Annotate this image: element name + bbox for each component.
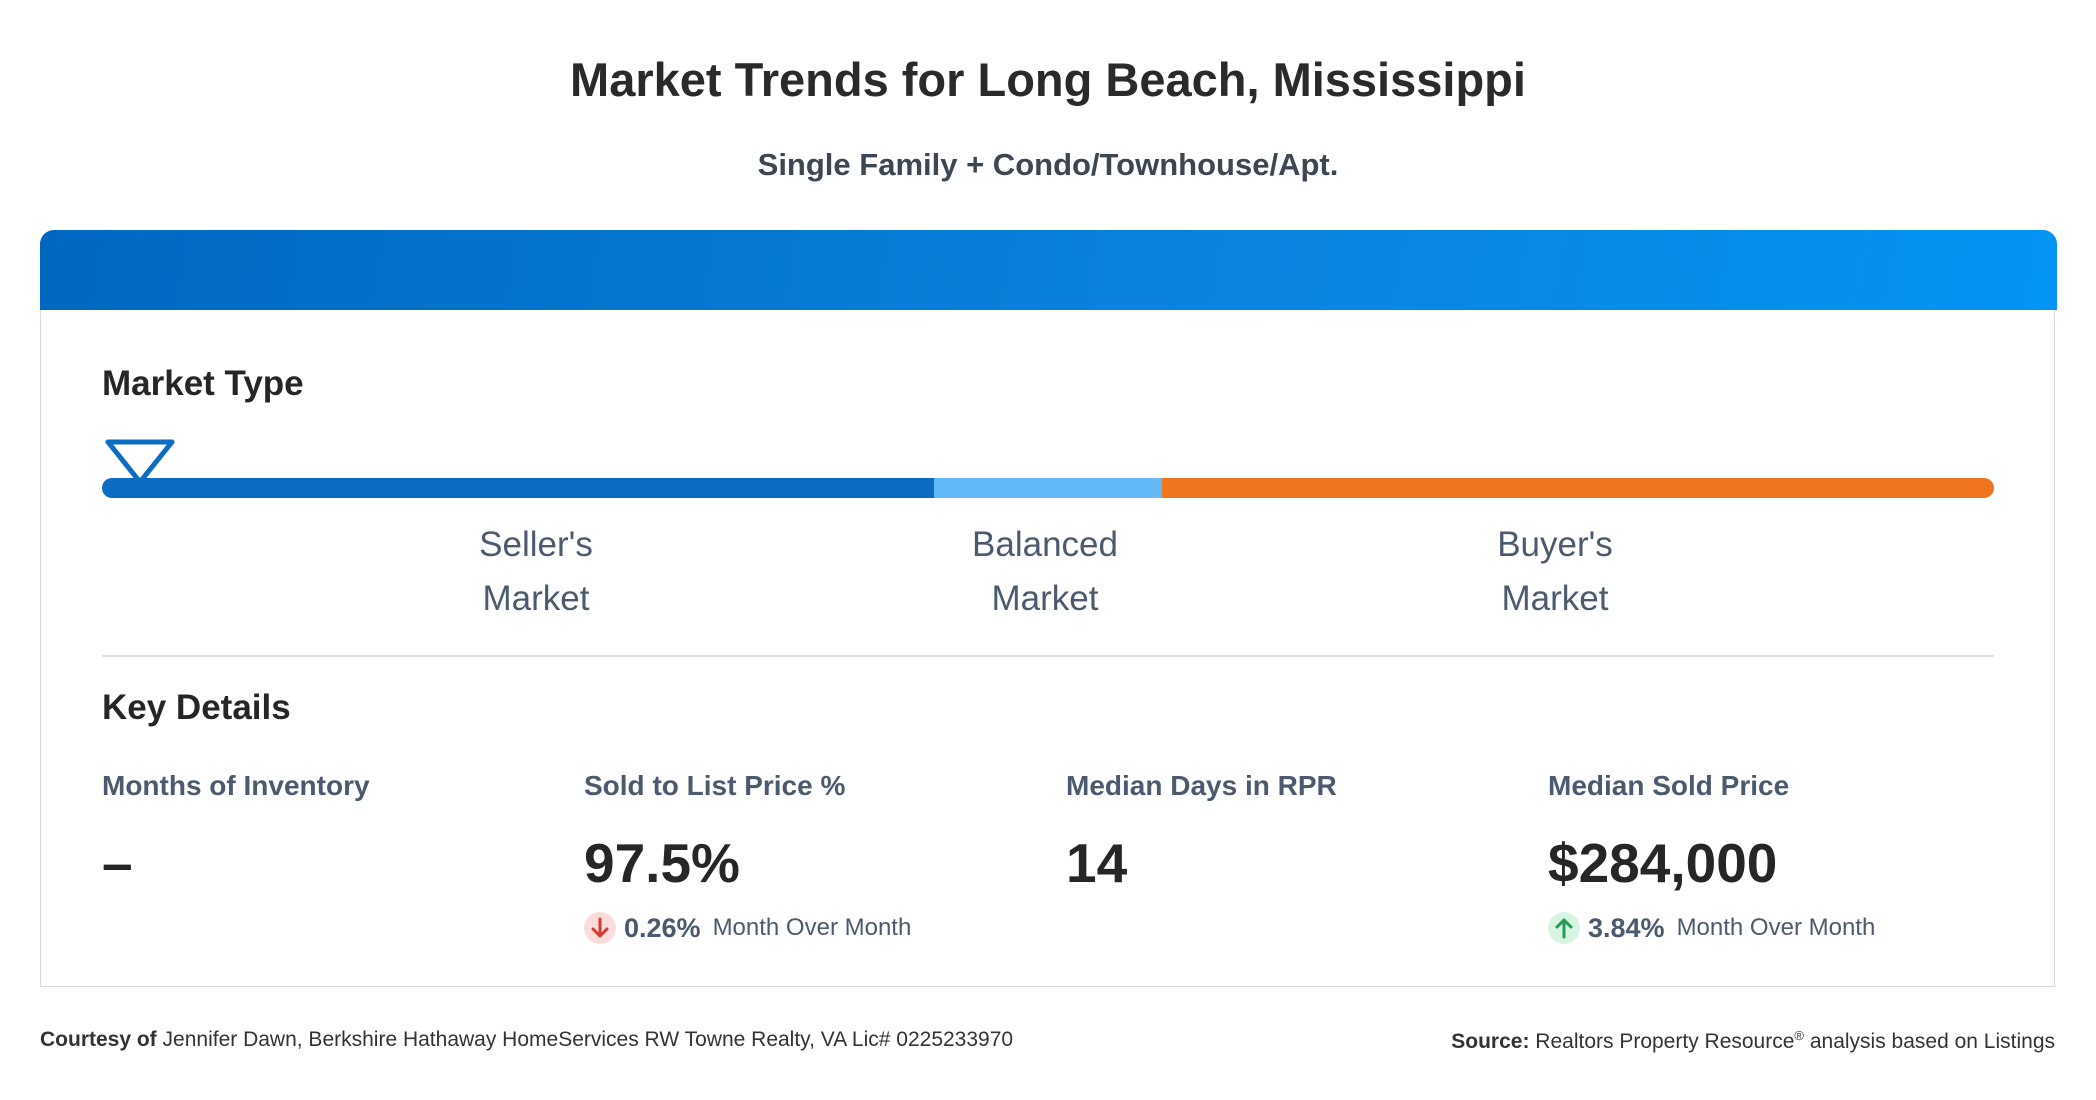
page-subtitle: Single Family + Condo/Townhouse/Apt. (757, 147, 1339, 182)
stat-sold-to-list-price: Sold to List Price % 97.5% 0.26% Month O… (584, 770, 1044, 946)
arrow-up-icon (1548, 912, 1580, 944)
stat-label: Months of Inventory (102, 770, 370, 801)
source-footer: Source: Realtors Property Resource® anal… (1451, 1028, 2055, 1054)
page-title: Market Trends for Long Beach, Mississipp… (570, 53, 1526, 106)
change-period: Month Over Month (712, 914, 912, 941)
stat-median-sold-price: Median Sold Price $284,000 3.84% Month O… (1548, 770, 2008, 946)
stat-label: Median Days in RPR (1066, 770, 1337, 801)
source-label: Source: (1451, 1030, 1530, 1053)
stat-value: – (102, 832, 133, 894)
stat-median-days-in-rpr: Median Days in RPR 14 (1066, 770, 1526, 898)
courtesy-text: Jennifer Dawn, Berkshire Hathaway HomeSe… (162, 1028, 1014, 1051)
stat-value: $284,000 (1548, 832, 1778, 894)
stat-label: Median Sold Price (1548, 770, 1790, 801)
stat-value: 14 (1066, 832, 1128, 894)
stat-months-of-inventory: Months of Inventory – (102, 770, 562, 898)
seller-market-label: Seller's Market (479, 525, 593, 618)
change-percent: 0.26% (624, 912, 701, 943)
courtesy-footer: Courtesy of Jennifer Dawn, Berkshire Hat… (40, 1028, 1013, 1052)
change-period: Month Over Month (1676, 914, 1876, 941)
market-type-heading: Market Type (102, 364, 304, 403)
buyer-market-bar (1162, 478, 1994, 498)
section-divider (102, 655, 1994, 657)
balanced-market-label: Balanced Market (972, 525, 1118, 618)
stat-value: 97.5% (584, 832, 740, 894)
registered-mark: ® (1794, 1028, 1804, 1043)
card-header-banner (40, 230, 2057, 310)
stat-label: Sold to List Price % (584, 770, 846, 801)
buyer-market-label: Buyer's Market (1497, 525, 1613, 618)
arrow-down-icon (584, 912, 616, 944)
source-text-suffix: analysis based on Listings (1809, 1030, 2055, 1053)
market-indicator-icon (105, 439, 175, 485)
source-text: Realtors Property Resource (1535, 1030, 1795, 1053)
courtesy-label: Courtesy of (40, 1028, 157, 1051)
stat-change: 3.84% Month Over Month (1548, 910, 2008, 946)
key-details-heading: Key Details (102, 688, 291, 727)
market-card (40, 230, 2057, 987)
balanced-market-bar (934, 478, 1162, 498)
seller-market-bar (102, 478, 934, 498)
stat-change: 0.26% Month Over Month (584, 910, 1044, 946)
change-percent: 3.84% (1588, 912, 1665, 943)
